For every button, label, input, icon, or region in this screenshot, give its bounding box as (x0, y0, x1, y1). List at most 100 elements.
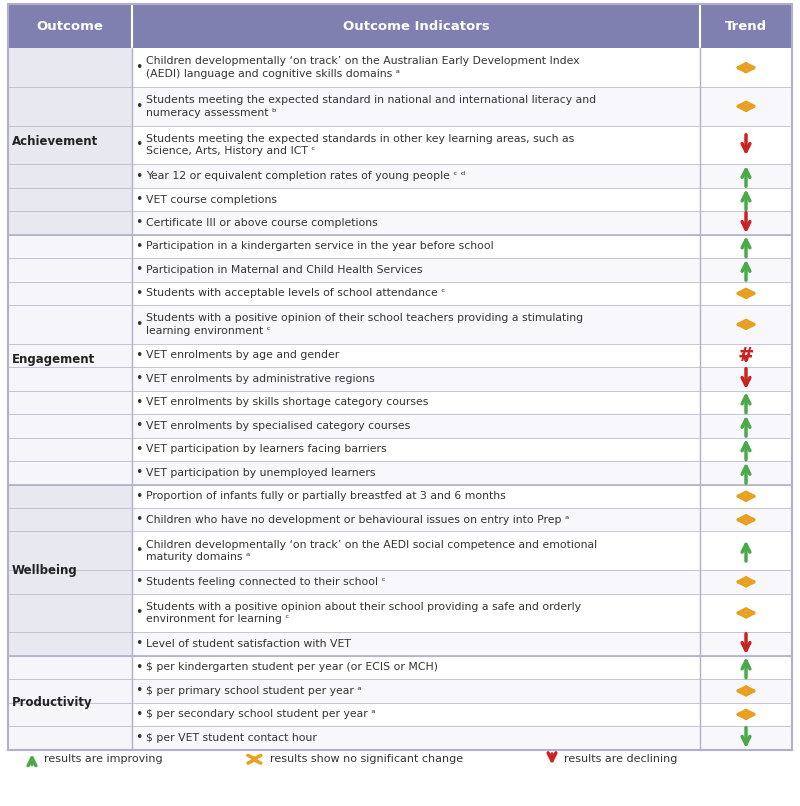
Text: Children who have no development or behavioural issues on entry into Prep ᵃ: Children who have no development or beha… (146, 515, 570, 525)
FancyBboxPatch shape (700, 343, 792, 368)
Text: •: • (134, 193, 142, 206)
Text: $ per VET student contact hour: $ per VET student contact hour (146, 733, 318, 743)
Text: Achievement: Achievement (12, 135, 98, 148)
FancyBboxPatch shape (132, 703, 700, 726)
FancyBboxPatch shape (132, 726, 700, 750)
Text: Certificate III or above course completions: Certificate III or above course completi… (146, 218, 378, 228)
Text: results show no significant change: results show no significant change (270, 754, 463, 764)
Text: Productivity: Productivity (12, 696, 93, 709)
FancyBboxPatch shape (8, 656, 132, 750)
FancyBboxPatch shape (700, 656, 792, 679)
Text: Engagement: Engagement (12, 353, 95, 366)
Text: #: # (738, 346, 754, 365)
FancyBboxPatch shape (132, 343, 700, 368)
Text: Proportion of infants fully or partially breastfed at 3 and 6 months: Proportion of infants fully or partially… (146, 492, 506, 501)
Text: •: • (134, 638, 142, 650)
Text: •: • (134, 490, 142, 503)
Text: •: • (134, 318, 142, 331)
Text: Students meeting the expected standards in other key learning areas, such as
Sci: Students meeting the expected standards … (146, 134, 574, 156)
FancyBboxPatch shape (700, 679, 792, 703)
Text: •: • (134, 139, 142, 152)
FancyBboxPatch shape (700, 508, 792, 531)
Text: •: • (134, 575, 142, 588)
Text: VET enrolments by age and gender: VET enrolments by age and gender (146, 351, 340, 360)
FancyBboxPatch shape (132, 656, 700, 679)
Text: $ per primary school student per year ᵃ: $ per primary school student per year ᵃ (146, 686, 362, 696)
FancyBboxPatch shape (700, 570, 792, 593)
Text: •: • (134, 661, 142, 674)
Text: VET course completions: VET course completions (146, 194, 278, 205)
FancyBboxPatch shape (132, 484, 700, 508)
Text: •: • (134, 100, 142, 113)
Text: Students with a positive opinion of their school teachers providing a stimulatin: Students with a positive opinion of thei… (146, 314, 583, 335)
Text: VET enrolments by administrative regions: VET enrolments by administrative regions (146, 374, 375, 384)
Text: Participation in Maternal and Child Health Services: Participation in Maternal and Child Heal… (146, 265, 423, 275)
Text: Students with a positive opinion about their school providing a safe and orderly: Students with a positive opinion about t… (146, 602, 582, 624)
Text: •: • (134, 708, 142, 721)
FancyBboxPatch shape (700, 632, 792, 656)
Text: results are declining: results are declining (564, 754, 678, 764)
Text: Children developmentally ‘on track’ on the AEDI social competence and emotional
: Children developmentally ‘on track’ on t… (146, 539, 598, 562)
Text: •: • (134, 544, 142, 557)
FancyBboxPatch shape (700, 164, 792, 188)
Text: •: • (134, 287, 142, 300)
FancyBboxPatch shape (700, 368, 792, 391)
FancyBboxPatch shape (700, 48, 792, 87)
FancyBboxPatch shape (700, 126, 792, 164)
FancyBboxPatch shape (132, 461, 700, 484)
Text: Level of student satisfaction with VET: Level of student satisfaction with VET (146, 639, 351, 649)
FancyBboxPatch shape (132, 164, 700, 188)
FancyBboxPatch shape (132, 48, 700, 87)
FancyBboxPatch shape (132, 508, 700, 531)
FancyBboxPatch shape (8, 235, 132, 484)
Text: Children developmentally ‘on track’ on the Australian Early Development Index
(A: Children developmentally ‘on track’ on t… (146, 56, 580, 79)
FancyBboxPatch shape (132, 679, 700, 703)
Text: Students feeling connected to their school ᶜ: Students feeling connected to their scho… (146, 577, 386, 587)
FancyBboxPatch shape (132, 570, 700, 593)
Text: •: • (134, 419, 142, 432)
FancyBboxPatch shape (132, 281, 700, 305)
Text: •: • (134, 442, 142, 456)
Text: results are improving: results are improving (44, 754, 162, 764)
FancyBboxPatch shape (700, 391, 792, 414)
Text: •: • (134, 349, 142, 362)
FancyBboxPatch shape (700, 726, 792, 750)
FancyBboxPatch shape (700, 281, 792, 305)
Text: •: • (134, 264, 142, 276)
FancyBboxPatch shape (700, 87, 792, 126)
FancyBboxPatch shape (132, 531, 700, 570)
Text: •: • (134, 606, 142, 620)
Text: VET enrolments by specialised category courses: VET enrolments by specialised category c… (146, 421, 410, 431)
FancyBboxPatch shape (700, 188, 792, 211)
FancyBboxPatch shape (700, 235, 792, 258)
FancyBboxPatch shape (8, 48, 132, 235)
FancyBboxPatch shape (700, 484, 792, 508)
Text: VET enrolments by skills shortage category courses: VET enrolments by skills shortage catego… (146, 397, 429, 407)
Text: $ per kindergarten student per year (or ECIS or MCH): $ per kindergarten student per year (or … (146, 663, 438, 672)
Text: •: • (134, 731, 142, 745)
FancyBboxPatch shape (700, 438, 792, 461)
Text: Participation in a kindergarten service in the year before school: Participation in a kindergarten service … (146, 242, 494, 251)
FancyBboxPatch shape (132, 235, 700, 258)
Text: •: • (134, 217, 142, 230)
FancyBboxPatch shape (700, 531, 792, 570)
Text: Trend: Trend (725, 19, 767, 33)
FancyBboxPatch shape (132, 632, 700, 656)
FancyBboxPatch shape (132, 126, 700, 164)
FancyBboxPatch shape (132, 258, 700, 281)
FancyBboxPatch shape (132, 87, 700, 126)
Text: •: • (134, 467, 142, 480)
FancyBboxPatch shape (8, 4, 792, 48)
FancyBboxPatch shape (132, 305, 700, 343)
FancyBboxPatch shape (132, 188, 700, 211)
FancyBboxPatch shape (132, 368, 700, 391)
FancyBboxPatch shape (700, 461, 792, 484)
Text: VET participation by unemployed learners: VET participation by unemployed learners (146, 467, 376, 478)
Text: Students meeting the expected standard in national and international literacy an: Students meeting the expected standard i… (146, 95, 597, 118)
Text: •: • (134, 169, 142, 182)
Text: VET participation by learners facing barriers: VET participation by learners facing bar… (146, 444, 387, 455)
FancyBboxPatch shape (132, 414, 700, 438)
Text: •: • (134, 61, 142, 74)
Text: Students with acceptable levels of school attendance ᶜ: Students with acceptable levels of schoo… (146, 289, 446, 298)
Text: •: • (134, 396, 142, 409)
